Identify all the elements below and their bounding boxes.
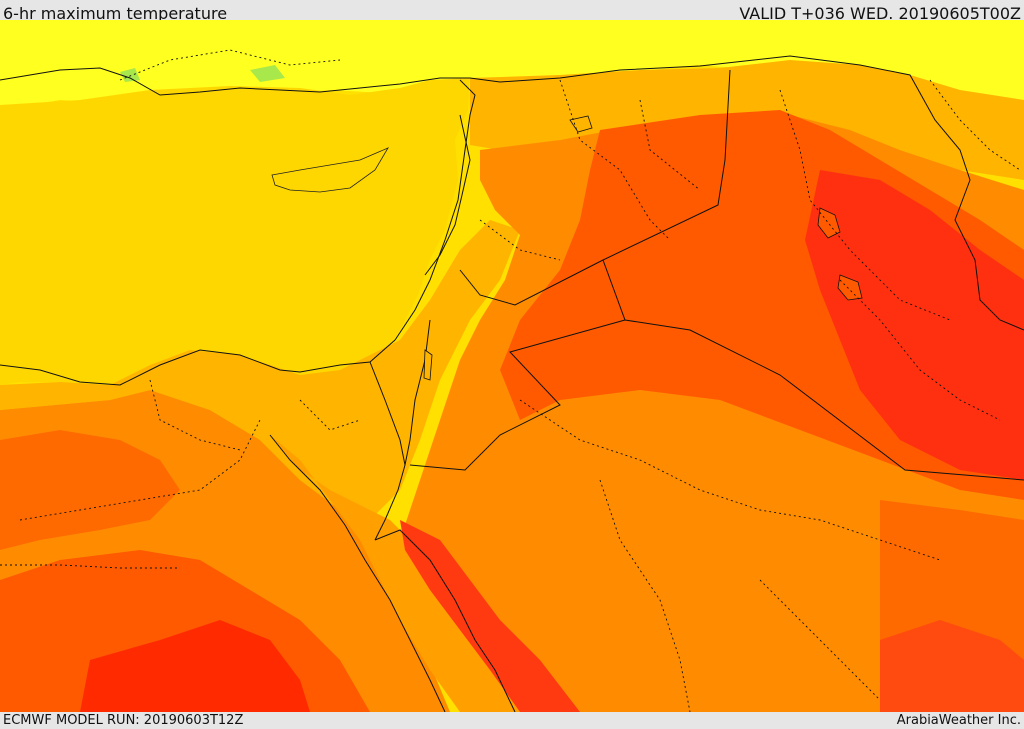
temp-band-hot-arabia-interior: [600, 430, 880, 712]
footer-bar: ECMWF MODEL RUN: 20190603T12Z ArabiaWeat…: [0, 712, 1024, 729]
border-syria-jordan: [459, 259, 604, 306]
valid-time: VALID T+036 WED. 20190605T00Z: [739, 4, 1021, 23]
temp-band-extreme-gulf: [880, 620, 1024, 712]
header-bar: 6-hr maximum temperature VALID T+036 WED…: [0, 0, 1024, 23]
lake-assad: [569, 115, 593, 133]
coastline-red-sea-east: [374, 529, 516, 712]
temp-band-warm-levant: [0, 220, 520, 520]
credit: ArabiaWeather Inc.: [896, 713, 1021, 728]
temp-band-extreme-hejaz: [400, 520, 580, 712]
temp-band-warm-turkey: [470, 60, 1024, 180]
border-turkey-iran: [469, 55, 1024, 331]
map-svg: [0, 20, 1024, 712]
lake-razazza: [837, 274, 863, 301]
border-jordan-saudi: [409, 319, 626, 471]
temp-band-green: [250, 65, 285, 82]
internal-boundaries: [0, 49, 1021, 712]
border-levant-coast: [424, 114, 471, 276]
coastline-mediterranean: [0, 79, 476, 386]
temp-band-very-hot-egypt: [0, 430, 180, 550]
mediterranean-sea: [0, 78, 470, 385]
lake-tharthar: [817, 207, 841, 239]
cyprus-island: [271, 147, 389, 193]
temperature-map: [0, 20, 1024, 712]
model-run: ECMWF MODEL RUN: 20190603T12Z: [3, 713, 244, 728]
temp-band-extreme-sudan: [80, 620, 310, 712]
border-jordan-river: [404, 319, 431, 466]
dead-sea: [423, 349, 433, 381]
coastline-red-sea-west: [269, 434, 446, 712]
red-sea: [270, 435, 520, 712]
coastline-turkey-south: [0, 67, 470, 96]
temp-band-green: [120, 68, 140, 82]
map-title: 6-hr maximum temperature: [3, 4, 228, 23]
